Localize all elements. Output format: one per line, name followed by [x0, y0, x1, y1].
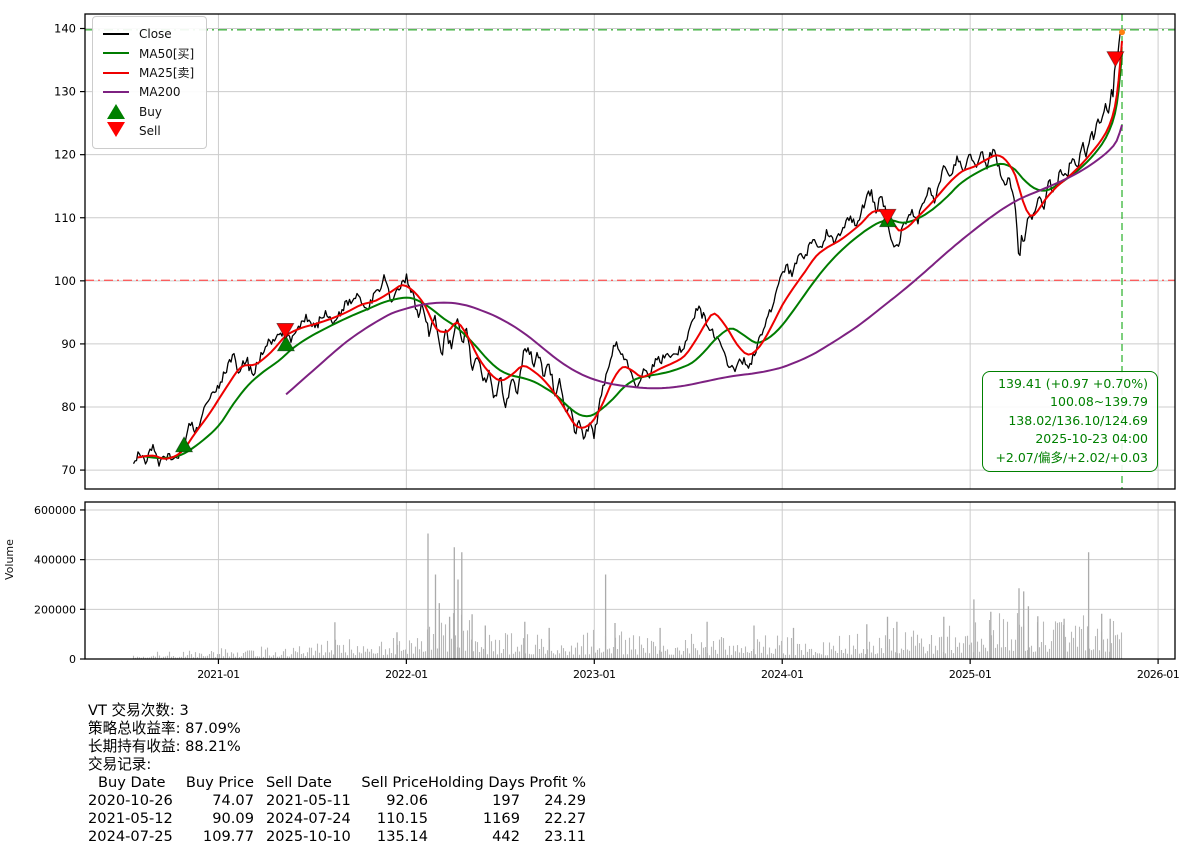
- trade-col-header: Sell Date: [266, 774, 332, 791]
- legend-item-sell: Sell: [103, 122, 194, 142]
- legend-item-ma25: MA25[卖]: [103, 63, 194, 83]
- trade-cell: 2020-10-26: [88, 792, 173, 809]
- date-tick-label: 2023-01: [573, 668, 615, 681]
- trade-col-header: Profit %: [529, 774, 586, 791]
- close-line-swatch: [103, 32, 129, 35]
- trade-table-row: 2020-10-26 74.07 2021-05-11 92.06 197 24.29: [88, 792, 586, 810]
- trade-cell: 2021-05-11: [266, 792, 351, 809]
- sell-marker: [1106, 51, 1125, 68]
- trade-cell: 92.06: [386, 792, 428, 809]
- ma200-line-swatch: [103, 91, 129, 94]
- legend-item-close: Close: [103, 24, 194, 44]
- trade-col-header: Holding Days: [428, 774, 525, 791]
- trade-cell: 22.27: [544, 810, 586, 827]
- ma25-line: [137, 40, 1123, 460]
- date-tick-label: 2024-01: [761, 668, 803, 681]
- annotation-bias-line: +2.07/偏多/+2.02/+0.03: [995, 449, 1148, 465]
- volume-tick-label: 200000: [34, 603, 76, 616]
- legend-item-buy: Buy: [103, 102, 194, 122]
- date-tick-label: 2021-01: [197, 668, 239, 681]
- price-tick-label: 110: [54, 211, 76, 225]
- volume-spike-bars: [334, 533, 1111, 659]
- trade-col-header: Buy Price: [185, 774, 254, 791]
- volume-tick-label: 0: [69, 653, 76, 666]
- price-tick-label: 90: [61, 337, 76, 351]
- date-tick-label: 2025-01: [949, 668, 991, 681]
- trade-cell: 1169: [482, 810, 520, 827]
- price-plot-border: [84, 13, 1176, 490]
- sell-triangle-icon: [103, 122, 129, 138]
- annotation-ma-line: 138.02/136.10/124.69: [1008, 412, 1148, 428]
- legend-label: Sell: [139, 124, 161, 139]
- date-tick-label: 2026-01: [1137, 668, 1179, 681]
- trade-col-header: Sell Price: [361, 774, 428, 791]
- annotation-datetime-line: 2025-10-23 04:00: [1035, 431, 1148, 447]
- trade-cell: 2024-07-24: [266, 810, 351, 827]
- buy-marker: [276, 335, 296, 352]
- trade-cell: 135.14: [376, 828, 428, 845]
- trade-table-header: Buy Date Buy Price Sell Date Sell Price Hold…: [88, 774, 586, 792]
- legend-label: Close: [139, 26, 172, 41]
- legend-label: MA50[买]: [139, 46, 195, 61]
- trade-cell: 109.77: [202, 828, 254, 845]
- legend-label: Buy: [139, 104, 162, 119]
- price-tick-label: 130: [54, 85, 76, 99]
- ma25-line-swatch: [103, 71, 129, 74]
- annotation-price-line: 139.41 (+0.97 +0.70%): [998, 376, 1148, 391]
- date-tick-label: 2022-01: [385, 668, 427, 681]
- trade-table-row: 2021-05-12 90.09 2024-07-24 110.15 1169 22.27: [88, 810, 586, 828]
- ma200-line: [285, 124, 1123, 396]
- price-tick-label: 70: [61, 463, 76, 477]
- legend-label: MA200: [139, 85, 181, 100]
- trade-records-label: 交易记录:: [88, 756, 152, 773]
- trade-cell: 442: [492, 828, 520, 845]
- trade-cell: 23.11: [544, 828, 586, 845]
- trade-cell: 74.07: [212, 792, 254, 809]
- chart-legend: Close MA50[买] MA25[卖] MA200 Buy Sell: [92, 16, 208, 149]
- trade-cell: 2025-10-10: [266, 828, 351, 845]
- trade-cell: 2024-07-25: [88, 828, 173, 845]
- price-tick-label: 100: [54, 274, 76, 288]
- price-volume-chart: 70 80 90 100 110 120 130 140 0 200000 400000 600000…: [34, 13, 1180, 681]
- trade-count: VT 交易次数: 3: [88, 702, 189, 719]
- hold-return: 长期持有收益: 88.21%: [88, 738, 241, 755]
- volume-plot-border: [84, 501, 1176, 660]
- trade-cell: 24.29: [544, 792, 586, 809]
- trade-cell: 110.15: [376, 810, 428, 827]
- backtest-stats: VT 交易次数: 3 策略总收益率: 87.09% 长期持有收益: 88.21%…: [88, 702, 586, 846]
- buy-triangle-icon: [103, 104, 129, 120]
- ma50-line: [143, 53, 1123, 460]
- legend-label: MA25[卖]: [139, 66, 195, 81]
- trade-col-header: Buy Date: [98, 774, 166, 791]
- close-price-line: [132, 29, 1123, 467]
- buy-marker: [174, 436, 194, 453]
- trade-cell: 2021-05-12: [88, 810, 173, 827]
- strategy-return: 策略总收益率: 87.09%: [88, 720, 241, 737]
- sell-marker: [276, 323, 295, 340]
- volume-axis-label: Volume: [3, 539, 16, 580]
- sell-marker: [878, 208, 897, 226]
- legend-item-ma50: MA50[买]: [103, 44, 194, 64]
- last-price-annotation: 139.41 (+0.97 +0.70%) 100.08~139.79 138.…: [982, 371, 1158, 473]
- price-tick-label: 80: [61, 400, 76, 414]
- volume-tick-label: 600000: [34, 504, 76, 517]
- ma50-line-swatch: [103, 52, 129, 55]
- last-price-dot: [1119, 29, 1126, 36]
- price-tick-label: 120: [54, 148, 76, 162]
- trade-table-row: 2024-07-25 109.77 2025-10-10 135.14 442 23.11: [88, 828, 586, 846]
- trade-records-table: Buy Date Buy Price Sell Date Sell Price Hold…: [88, 774, 586, 846]
- trade-cell: 90.09: [212, 810, 254, 827]
- price-tick-label: 140: [54, 22, 76, 36]
- annotation-range-line: 100.08~139.79: [1050, 394, 1148, 410]
- trade-cell: 197: [492, 792, 520, 809]
- volume-tick-label: 400000: [34, 554, 76, 567]
- legend-item-ma200: MA200: [103, 83, 194, 103]
